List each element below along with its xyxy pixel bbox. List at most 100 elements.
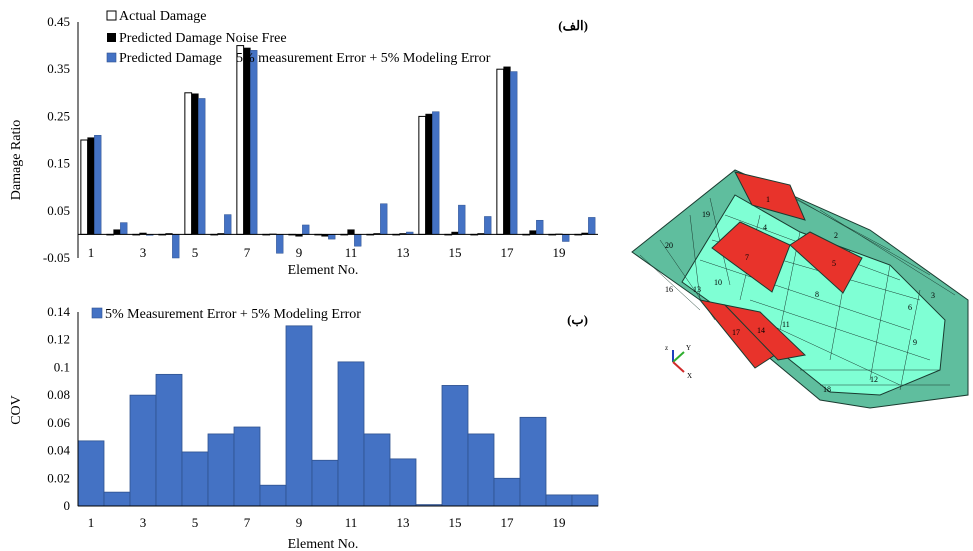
- bar-element-1: [77, 440, 105, 507]
- element-label: 4: [763, 223, 767, 232]
- bar-element-8: [259, 484, 287, 507]
- element-labels: 1 2 3 4 5 6 7 8 9 10 11 12 13 14 16 17 1…: [665, 195, 935, 394]
- legend: 5% Measurement Error + 5% Modeling Error: [91, 307, 361, 322]
- x-axis-arrow: [672, 361, 685, 373]
- bar-element-3: [129, 394, 157, 507]
- bar-element-12: [363, 433, 391, 507]
- y-tick-label: 0.1: [54, 359, 70, 374]
- bar-series-1-element-14: [418, 115, 427, 235]
- bar-element-19: [545, 494, 573, 507]
- bar-series-2-element-18: [529, 230, 537, 235]
- bar-series-3-element-12: [380, 203, 388, 235]
- element-label: 1: [766, 195, 770, 204]
- bar-series-3-element-4: [172, 234, 180, 259]
- y-tick-label: 0: [64, 498, 71, 513]
- bar-series-2-element-17: [503, 66, 511, 235]
- x-tick-label: 5: [192, 515, 199, 530]
- bar-element-2: [103, 491, 131, 507]
- element-label: 17: [732, 328, 740, 337]
- x-axis-ticks: 1 3 5 7 9 11 13 15 17 19: [88, 245, 566, 260]
- x-tick-label: 9: [296, 245, 303, 260]
- bar-series-1-element-7: [236, 45, 245, 235]
- y-tick-label: 0.04: [47, 443, 70, 458]
- bar-series-3-element-2: [120, 222, 128, 235]
- bar-series-3-element-17: [510, 71, 518, 235]
- x-tick-label: 13: [397, 515, 410, 530]
- bar-element-10: [311, 459, 339, 507]
- legend-swatch-actual: [106, 10, 117, 21]
- x-tick-label: 15: [449, 245, 462, 260]
- element-label: 7: [745, 253, 749, 262]
- bar-series-2-element-2: [113, 229, 121, 235]
- y-axis-label: Damage Ratio: [9, 120, 24, 200]
- bar-series-3-element-6: [224, 214, 232, 235]
- y-tick-label: 0.06: [47, 415, 70, 430]
- bar-element-9: [285, 325, 313, 507]
- element-label: 3: [931, 291, 935, 300]
- x-tick-label: 15: [449, 515, 462, 530]
- bar-series-3-element-16: [484, 216, 492, 235]
- legend-swatch-noise-free: [107, 33, 116, 42]
- legend-swatch-noisy: [106, 52, 117, 63]
- bar-series-2-element-1: [87, 137, 95, 235]
- bar-series-3-element-9: [302, 224, 310, 235]
- x-tick-label: 19: [553, 515, 566, 530]
- bar-series-2-element-14: [425, 113, 433, 235]
- legend-label-cov: 5% Measurement Error + 5% Modeling Error: [105, 307, 361, 322]
- coordinate-triad: z Y X: [665, 344, 692, 380]
- element-label: 14: [757, 326, 765, 335]
- panel-label-be: (ب): [567, 312, 588, 327]
- x-axis-ticks: 1 3 5 7 9 11 13 15 17 19: [88, 515, 566, 530]
- legend: Actual Damage Predicted Damage Noise Fre…: [106, 9, 491, 66]
- x-tick-label: 1: [88, 245, 95, 260]
- bar-series-3-element-14: [432, 111, 440, 235]
- bar-series-3-element-7: [250, 50, 258, 235]
- panel-label-alef: (الف): [558, 18, 588, 33]
- bar-series-3-element-20: [588, 217, 596, 235]
- x-axis-label: Element No.: [288, 537, 359, 551]
- bar-element-7: [233, 426, 261, 507]
- element-label: 9: [913, 338, 917, 347]
- x-tick-label: 11: [345, 515, 358, 530]
- bar-element-18: [519, 416, 547, 507]
- x-axis-label: Element No.: [288, 263, 359, 278]
- x-tick-label: 3: [140, 515, 147, 530]
- y-tick-label: 0.45: [47, 14, 70, 29]
- y-tick-label: 0.02: [47, 470, 70, 485]
- x-tick-label: 17: [501, 515, 515, 530]
- y-axis-ticks: 0.14 0.12 0.1 0.08 0.06 0.04 0.02 0: [47, 304, 70, 513]
- bar-series-1-element-17: [496, 68, 505, 235]
- element-label: 2: [834, 231, 838, 240]
- damaged-element-1: [734, 171, 806, 221]
- legend-swatch-cov: [91, 307, 103, 319]
- bar-series-3-element-1: [94, 135, 102, 235]
- x-tick-label: 3: [140, 245, 147, 260]
- bar-series-3-element-19: [562, 234, 570, 242]
- mesh-lines: [639, 179, 956, 391]
- hull-mesh: [631, 169, 969, 409]
- element-label: 16: [665, 285, 673, 294]
- bar-element-13: [389, 458, 417, 507]
- bar-series-1-element-5: [184, 92, 193, 235]
- element-label: 12: [870, 375, 878, 384]
- element-label: 20: [665, 241, 673, 250]
- z-axis-label: z: [665, 344, 668, 352]
- y-tick-label: 0.05: [47, 203, 70, 218]
- y-tick-label: 0.25: [47, 108, 70, 123]
- x-tick-label: 9: [296, 515, 303, 530]
- element-label: 8: [815, 290, 819, 299]
- bar-element-5: [181, 451, 209, 507]
- y-tick-label: 0.14: [47, 304, 70, 319]
- x-tick-label: 7: [244, 515, 251, 530]
- bar-element-16: [467, 433, 495, 507]
- x-tick-label: 17: [501, 245, 515, 260]
- x-axis-label: X: [687, 372, 692, 380]
- bar-element-4: [155, 373, 183, 507]
- element-label: 5: [832, 259, 836, 268]
- y-tick-label: -0.05: [43, 250, 70, 265]
- x-tick-label: 11: [345, 245, 358, 260]
- element-label: 6: [908, 303, 912, 312]
- bar-series-3-element-5: [198, 98, 206, 235]
- bar-series-2-element-11: [347, 229, 355, 235]
- element-label: 18: [823, 385, 831, 394]
